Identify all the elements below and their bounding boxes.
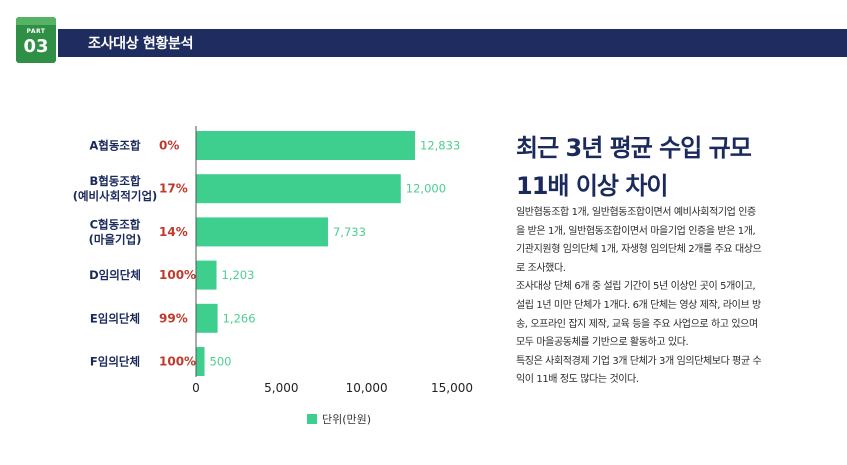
percentage-label: 17%	[159, 182, 188, 196]
body-line: 을 받은 1개, 일반협동조합이면서 마을기업 인증을 받은 1개,	[516, 225, 756, 237]
body-line: 송, 오프라인 잡지 제작, 교육 등을 주요 사업으로 하고 있으며	[516, 318, 758, 330]
category-label: D임의단체	[89, 268, 141, 282]
body-line: 기관지원형 임의단체 1개, 자생형 임의단체 2개를 주요 대상으	[516, 244, 762, 256]
header-bar	[58, 29, 847, 57]
category-label: (예비사회적기업)	[73, 189, 158, 203]
body-line: 모두 마을공동체를 기반으로 활동하고 있다.	[516, 337, 689, 349]
bar	[196, 131, 416, 160]
part-label: PART	[26, 28, 46, 35]
category-label: F임의단체	[90, 355, 140, 369]
body-line: 조사대상 단체 6개 중 설립 기간이 5년 이상인 곳이 5개이고,	[516, 281, 756, 293]
headline-line-1: 최근 3년 평균 수입 규모	[516, 134, 752, 162]
bar	[196, 174, 401, 204]
x-tick-label: 15,000	[431, 381, 473, 395]
legend-swatch	[307, 414, 317, 424]
percentage-label: 100%	[159, 355, 196, 369]
category-label: B협동조합	[89, 174, 141, 188]
category-label: C협동조합	[90, 217, 141, 231]
bar-value-label: 12,000	[406, 182, 446, 196]
part-number: 03	[23, 36, 49, 57]
percentage-label: 0%	[159, 139, 179, 153]
headline-line-2: 11배 이상 차이	[516, 172, 669, 200]
bar	[196, 217, 328, 247]
category-label: A협동조합	[89, 139, 141, 153]
bar	[196, 347, 205, 376]
category-label: E임의단체	[90, 311, 140, 325]
percentage-label: 100%	[159, 268, 196, 282]
bar	[196, 260, 217, 290]
bar-value-label: 1,203	[222, 268, 255, 282]
part-badge: PART 03	[16, 17, 56, 63]
bar-value-label: 7,733	[333, 225, 366, 239]
bar-value-label: 500	[210, 355, 232, 369]
body-line: 특징은 사회적경제 기업 3개 단체가 3개 임의단체보다 평균 수	[516, 355, 762, 367]
body-line: 일반협동조합 1개, 일반협동조합이면서 예비사회적기업 인증	[516, 207, 756, 218]
x-tick-label: 5,000	[264, 381, 298, 395]
category-label: (마을기업)	[89, 232, 142, 246]
legend-label: 단위(만원)	[322, 413, 371, 426]
bar-value-label: 12,833	[420, 139, 460, 153]
body-line: 로 조사했다.	[516, 262, 566, 274]
percentage-label: 99%	[159, 311, 188, 325]
x-tick-label: 0	[192, 381, 200, 395]
headline: 최근 3년 평균 수입 규모 11배 이상 차이	[516, 129, 836, 205]
page-title: 조사대상 현황분석	[88, 36, 194, 52]
part-badge-tab	[16, 17, 56, 25]
bar	[196, 303, 218, 333]
percentage-label: 14%	[159, 225, 188, 239]
x-tick-label: 10,000	[346, 381, 388, 395]
body-line: 설립 1년 미만 단체가 1개다. 6개 단체는 영상 제작, 라이브 방	[516, 299, 761, 311]
bar-value-label: 1,266	[223, 311, 256, 325]
body-line: 익이 11배 정도 많다는 것이다.	[516, 374, 639, 386]
